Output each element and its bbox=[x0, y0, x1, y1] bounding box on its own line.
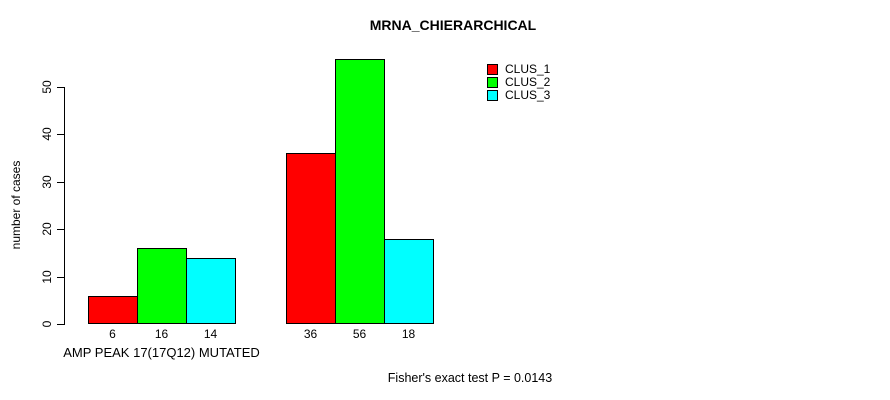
bar-value-label: 36 bbox=[303, 327, 318, 341]
y-tick-mark bbox=[57, 324, 64, 325]
legend-swatch-clus_1 bbox=[487, 64, 498, 75]
y-tick-label: 20 bbox=[40, 222, 54, 236]
legend-swatch-clus_2 bbox=[487, 77, 498, 88]
chart-title: MRNA_CHIERARCHICAL bbox=[369, 17, 537, 33]
y-tick-mark bbox=[57, 181, 64, 183]
bar-clus_1-group2 bbox=[286, 153, 336, 324]
bar-value-label: 6 bbox=[109, 327, 116, 341]
y-tick-label: 40 bbox=[40, 127, 54, 142]
y-tick-label: 30 bbox=[40, 175, 54, 189]
y-tick-label: 10 bbox=[40, 269, 54, 284]
y-tick-mark bbox=[57, 87, 64, 88]
bar-clus_2-group2 bbox=[335, 58, 385, 324]
y-tick-mark bbox=[57, 229, 64, 231]
bar-clus_3-group1 bbox=[186, 257, 236, 324]
bar-clus_2-group1 bbox=[137, 248, 187, 324]
bar-value-label: 16 bbox=[154, 327, 169, 341]
bar-value-label: 56 bbox=[352, 327, 367, 341]
bar-value-label: 14 bbox=[203, 327, 218, 341]
category-label: AMP PEAK 17(17Q12) MUTATED bbox=[63, 345, 260, 360]
legend-row-clus_3: CLUS_3 bbox=[487, 89, 550, 102]
bar-clus_1-group1 bbox=[88, 295, 138, 324]
legend-row-clus_1: CLUS_1 bbox=[487, 63, 550, 76]
legend-label-clus_1: CLUS_1 bbox=[505, 62, 551, 76]
legend-row-clus_2: CLUS_2 bbox=[487, 76, 550, 89]
y-axis-line bbox=[64, 87, 65, 325]
legend: CLUS_1 CLUS_2 CLUS_3 bbox=[487, 63, 550, 102]
y-tick-mark bbox=[57, 276, 64, 278]
y-tick-label: 50 bbox=[40, 80, 54, 94]
bar-value-label: 18 bbox=[401, 327, 416, 341]
legend-label-clus_3: CLUS_3 bbox=[505, 88, 551, 102]
y-axis-label: number of cases bbox=[9, 160, 23, 250]
legend-swatch-clus_3 bbox=[487, 90, 498, 101]
y-tick-label: 0 bbox=[40, 320, 54, 328]
legend-label-clus_2: CLUS_2 bbox=[505, 75, 551, 89]
y-tick-mark bbox=[57, 134, 64, 136]
fisher-test-annotation: Fisher's exact test P = 0.0143 bbox=[387, 371, 553, 385]
bar-clus_3-group2 bbox=[384, 238, 434, 324]
